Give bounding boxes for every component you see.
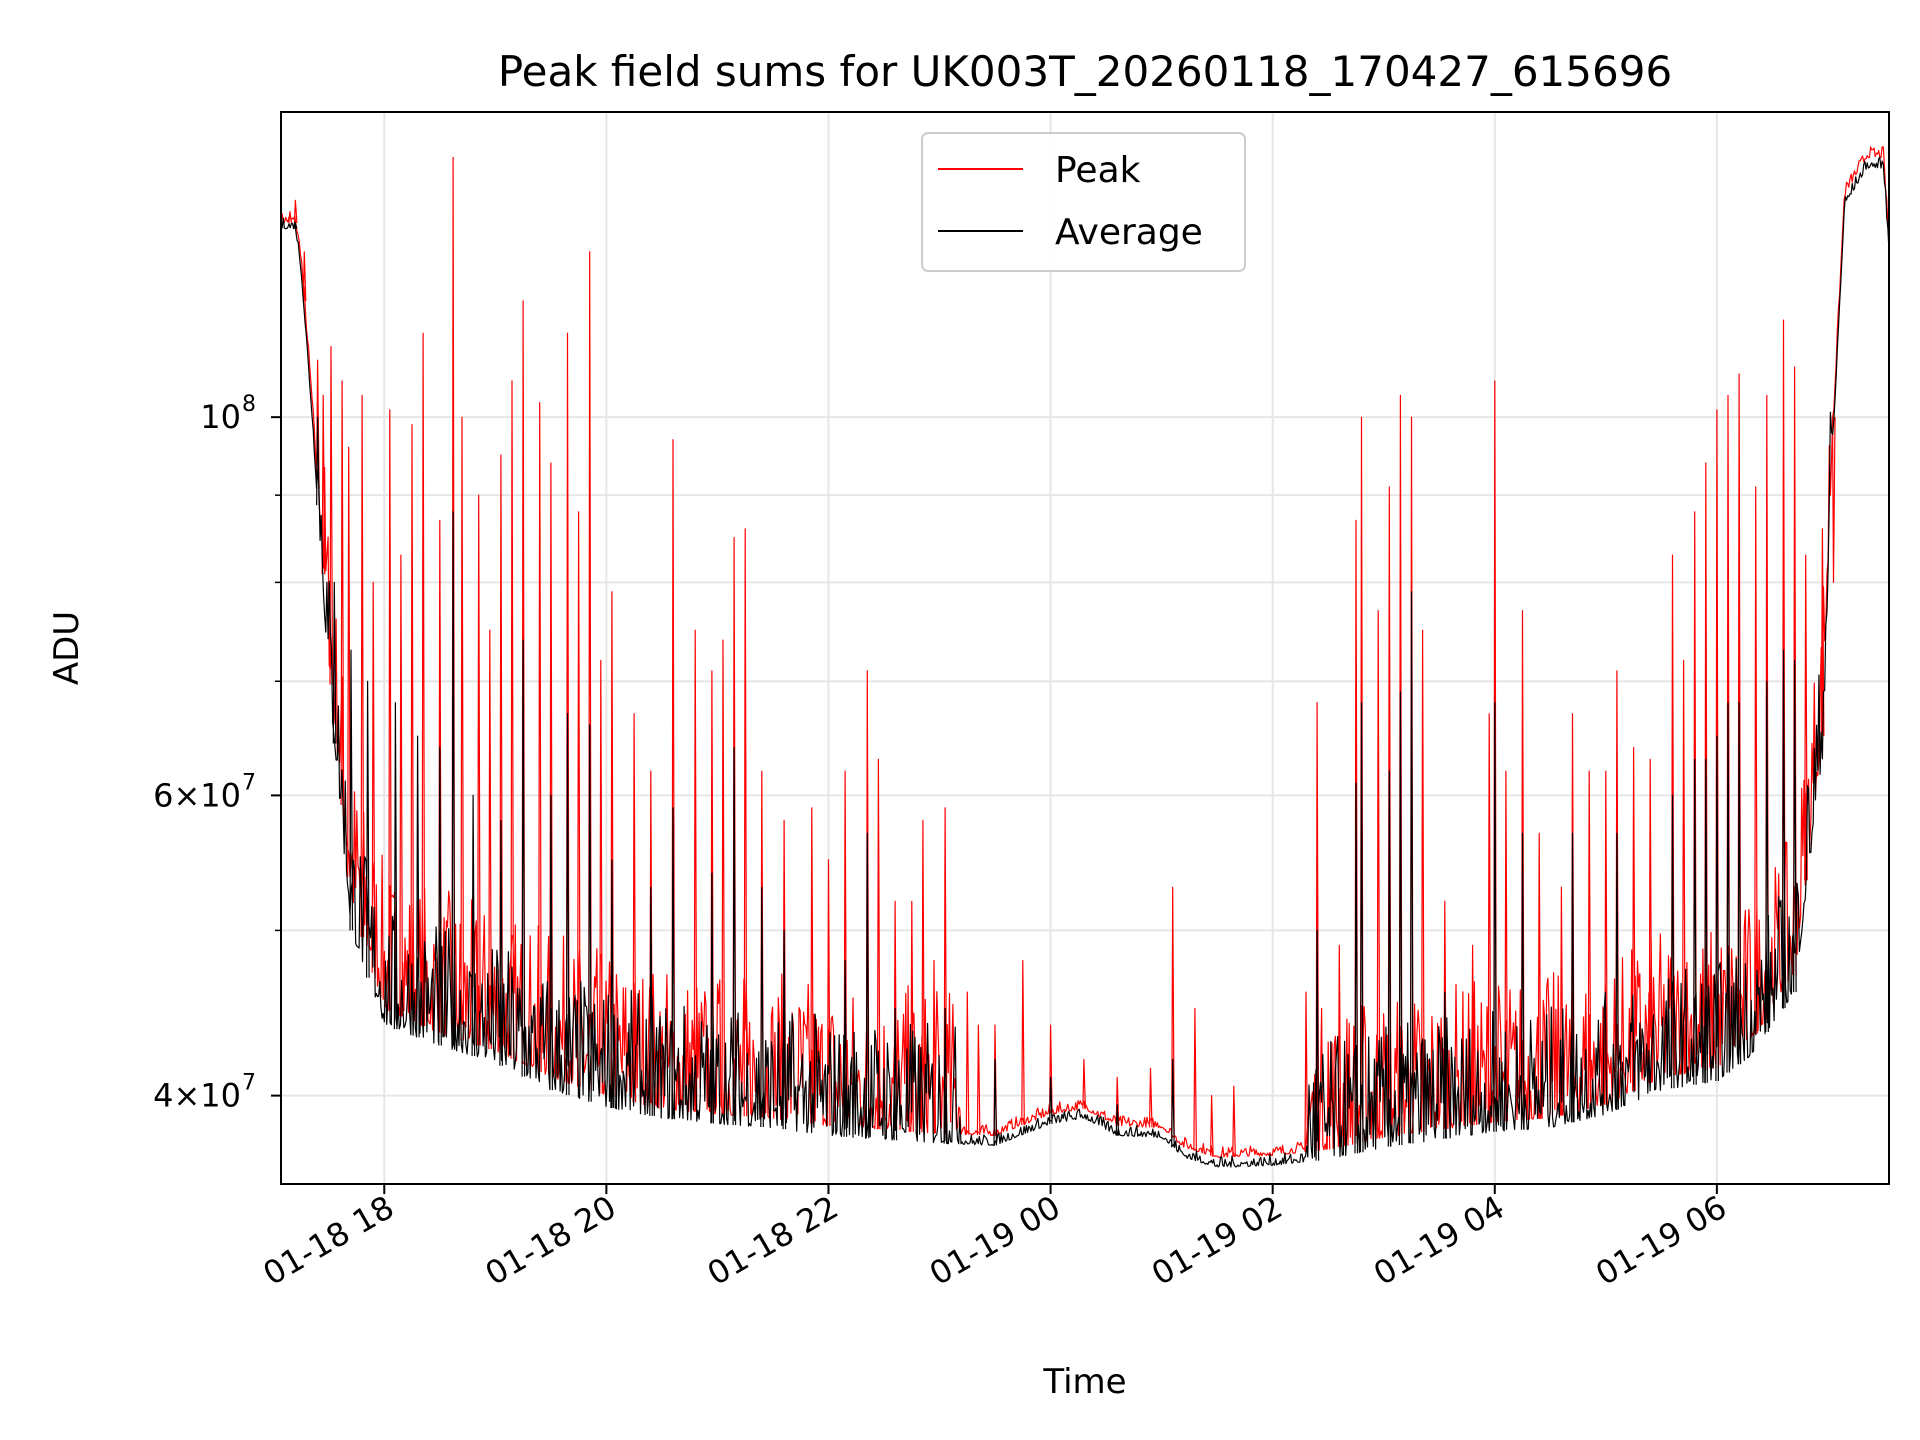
chart-title: Peak field sums for UK003T_20260118_1704… — [498, 47, 1672, 96]
legend-label-average: Average — [1055, 212, 1203, 253]
y-tick-exponent: 7 — [242, 1071, 256, 1096]
plot-frame — [280, 111, 1890, 1185]
legend-box — [921, 132, 1246, 272]
y-axis-label: ADU — [47, 611, 87, 685]
legend-label-peak: Peak — [1055, 150, 1141, 191]
series-peak — [281, 146, 1889, 1158]
y-tick-exponent: 7 — [242, 770, 256, 795]
grid — [281, 112, 1889, 1184]
y-tick-label: 10 — [200, 398, 241, 436]
y-tick-label: 4×10 — [153, 1077, 241, 1115]
y-tick-exponent: 8 — [242, 392, 256, 417]
x-axis-label: Time — [1042, 1362, 1126, 1402]
series-average — [281, 156, 1889, 1168]
legend: Peak Average — [921, 132, 1246, 272]
series-line-peak — [281, 146, 1889, 1158]
y-tick-label: 6×10 — [153, 776, 241, 814]
series-layer — [281, 146, 1889, 1168]
series-line-average — [281, 156, 1889, 1168]
axis-ticks — [271, 416, 1718, 1194]
